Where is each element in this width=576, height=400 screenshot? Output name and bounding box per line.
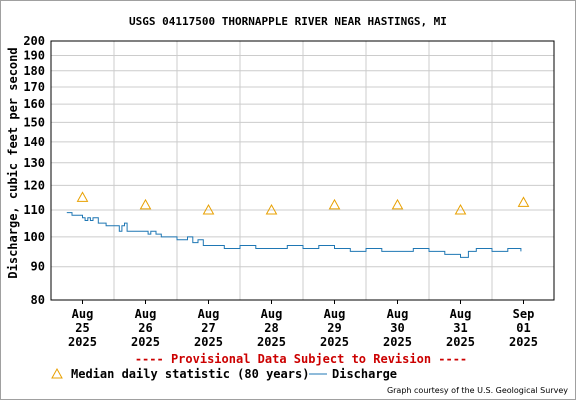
y-tick-label: 150 [23, 115, 45, 129]
y-axis-label: Discharge, cubic feet per second [6, 47, 20, 278]
y-tick-label: 160 [23, 97, 45, 111]
median-point [139, 198, 152, 210]
legend-discharge-label: Discharge [332, 367, 397, 381]
x-tick-label: 2025 [509, 335, 538, 349]
x-tick-label: Sep [513, 307, 535, 321]
y-tick-label: 170 [23, 80, 45, 94]
discharge-line [66, 212, 522, 258]
x-tick-label: 29 [327, 321, 341, 335]
x-tick-label: 2025 [257, 335, 286, 349]
median-point [517, 196, 530, 207]
y-tick-label: 180 [23, 64, 45, 78]
x-tick-label: Aug [450, 307, 472, 321]
chart-title: USGS 04117500 THORNAPPLE RIVER NEAR HAST… [129, 15, 447, 28]
grid-lines [51, 41, 554, 300]
y-tick-label: 80 [31, 293, 45, 307]
x-tick-label: 2025 [320, 335, 349, 349]
x-tick-label: 31 [453, 321, 467, 335]
y-tick-label: 130 [23, 156, 45, 170]
x-tick-label: 30 [390, 321, 404, 335]
x-tick-label: 2025 [446, 335, 475, 349]
x-tick-labels: Aug252025Aug262025Aug272025Aug282025Aug2… [68, 300, 538, 349]
x-tick-label: 01 [516, 321, 530, 335]
x-tick-label: 26 [138, 321, 152, 335]
y-tick-label: 110 [23, 203, 45, 217]
x-tick-label: 2025 [383, 335, 412, 349]
y-tick-label: 190 [23, 48, 45, 62]
x-tick-label: 27 [201, 321, 215, 335]
x-tick-label: 28 [264, 321, 278, 335]
credit-text: Graph courtesy of the U.S. Geological Su… [387, 386, 568, 395]
x-tick-label: 2025 [68, 335, 97, 349]
median-point [328, 198, 341, 210]
x-tick-label: 25 [75, 321, 89, 335]
y-tick-label: 140 [23, 135, 45, 149]
x-tick-label: Aug [72, 307, 94, 321]
x-tick-label: Aug [261, 307, 283, 321]
x-tick-label: Aug [198, 307, 220, 321]
y-tick-label: 200 [23, 34, 45, 48]
discharge-series [66, 212, 522, 258]
x-tick-label: Aug [324, 307, 346, 321]
legend-triangle-icon [51, 367, 63, 379]
plot-border [50, 40, 555, 301]
y-tick-label: 90 [31, 260, 45, 274]
x-tick-label: Aug [387, 307, 409, 321]
y-tick-label: 100 [23, 230, 45, 244]
median-point [265, 203, 278, 215]
median-point [391, 198, 404, 210]
x-tick-label: 2025 [131, 335, 160, 349]
legend-median-label: Median daily statistic (80 years) [71, 367, 309, 381]
provisional-note: ---- Provisional Data Subject to Revisio… [135, 352, 467, 366]
legend: Median daily statistic (80 years) Discha… [51, 367, 397, 381]
median-point [454, 203, 467, 215]
x-tick-label: Aug [135, 307, 157, 321]
median-series [76, 191, 530, 215]
median-point [202, 203, 215, 215]
y-tick-label: 120 [23, 178, 45, 192]
x-tick-label: 2025 [194, 335, 223, 349]
median-point [76, 191, 89, 202]
